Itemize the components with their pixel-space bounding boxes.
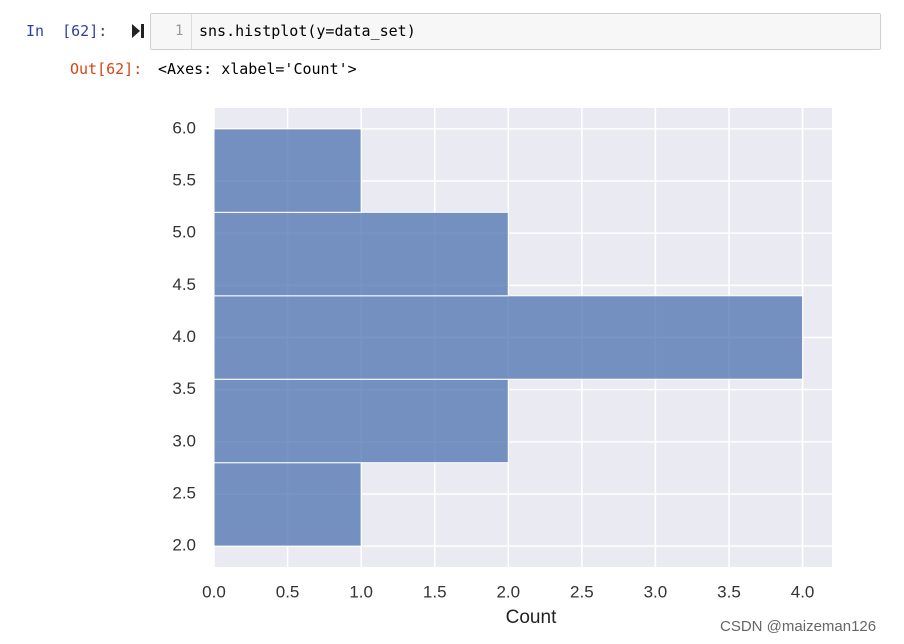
output-text: <Axes: xlabel='Count'> [158, 60, 357, 78]
x-axis-label: Count [506, 607, 557, 628]
x-tick-label: 1.0 [349, 582, 373, 601]
x-tick-label: 2.0 [496, 582, 520, 601]
bar [213, 128, 362, 213]
bar [213, 378, 509, 464]
x-tick-label: 1.5 [423, 582, 447, 601]
x-tick-label: 2.5 [570, 582, 594, 601]
y-tick-label: 4.5 [172, 275, 196, 294]
y-tick-label: 6.0 [172, 118, 196, 137]
bar [213, 462, 362, 547]
x-tick-label: 4.0 [791, 582, 815, 601]
x-tick-label: 3.5 [717, 582, 741, 601]
y-tick-label: 3.0 [172, 431, 196, 450]
code-cell[interactable]: 1 sns.histplot(y=data_set) [150, 13, 881, 50]
y-tick-label: 2.5 [172, 483, 196, 502]
run-icon[interactable] [130, 22, 146, 40]
y-tick-label: 2.0 [172, 536, 196, 555]
x-tick-label: 3.0 [644, 582, 668, 601]
bar [213, 211, 509, 297]
watermark: CSDN @maizeman126 [720, 618, 877, 635]
x-tick-label: 0.5 [276, 582, 300, 601]
y-tick-label: 5.5 [172, 171, 196, 190]
input-prompt: In [62]: [26, 22, 108, 40]
y-tick-label: 5.0 [172, 223, 196, 242]
line-number: 1 [175, 23, 184, 39]
y-tick-label: 3.5 [172, 379, 196, 398]
code-text: sns.histplot(y=data_set) [199, 22, 416, 40]
x-tick-label: 0.0 [202, 582, 226, 601]
output-prompt: Out[62]: [70, 60, 143, 78]
y-tick-label: 4.0 [172, 327, 196, 346]
bar [213, 295, 804, 380]
